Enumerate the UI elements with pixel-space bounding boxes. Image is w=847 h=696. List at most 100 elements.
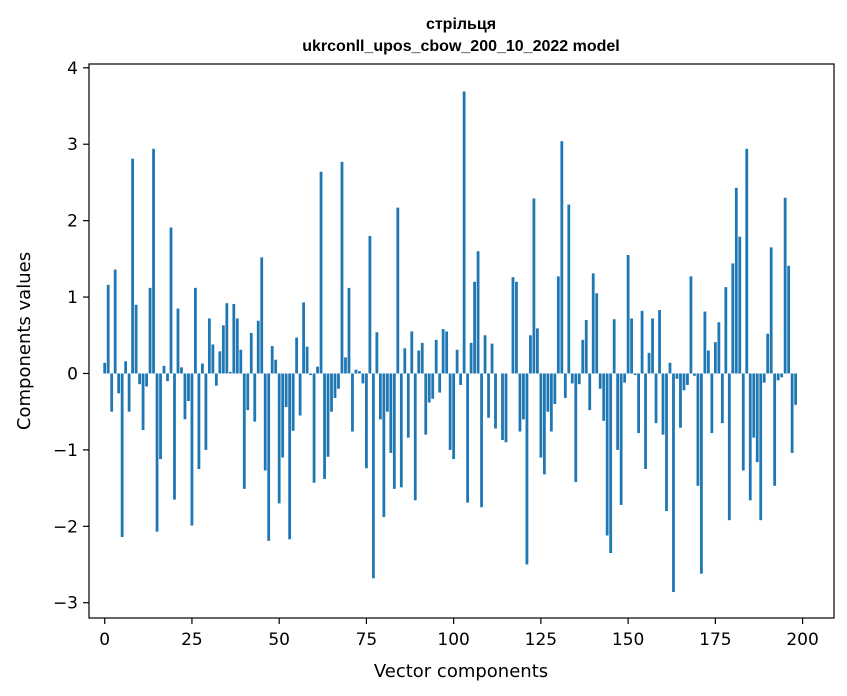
bar-9 (134, 304, 138, 374)
bar-84 (396, 207, 400, 374)
bar-88 (410, 331, 414, 374)
bar-36 (228, 371, 232, 374)
bar-43 (253, 373, 257, 422)
bar-28 (201, 363, 204, 374)
bar-135 (574, 373, 578, 482)
bar-46 (263, 373, 267, 471)
bar-16 (159, 373, 162, 460)
bar-188 (759, 373, 763, 521)
bar-160 (661, 373, 665, 435)
bar-1 (106, 284, 110, 374)
bar-82 (389, 373, 393, 453)
bar-129 (553, 373, 557, 405)
bar-186 (752, 373, 756, 438)
bar-131 (560, 141, 564, 374)
x-tick-label: 150 (612, 630, 644, 650)
bar-67 (337, 373, 340, 389)
y-tick-label: 1 (67, 288, 78, 308)
bar-57 (302, 302, 305, 374)
bar-76 (368, 235, 372, 374)
bar-94 (431, 373, 435, 399)
bar-42 (249, 332, 253, 374)
bar-27 (197, 373, 201, 469)
bar-12 (145, 373, 148, 387)
bar-153 (637, 373, 640, 434)
bar-107 (476, 251, 480, 374)
bar-65 (330, 373, 333, 412)
bar-80 (382, 373, 386, 518)
bar-101 (455, 349, 459, 374)
bar-106 (473, 281, 476, 374)
bar-97 (441, 329, 445, 374)
bar-99 (448, 373, 452, 450)
bar-34 (221, 325, 225, 374)
bar-162 (668, 362, 672, 374)
bar-195 (783, 197, 787, 374)
bar-132 (563, 373, 567, 398)
bar-68 (340, 161, 344, 374)
bar-63 (323, 373, 326, 479)
bar-14 (152, 148, 155, 374)
bar-23 (183, 373, 187, 420)
bar-119 (518, 373, 522, 432)
bar-192 (773, 373, 777, 486)
bar-112 (494, 373, 497, 429)
bar-126 (542, 373, 546, 475)
bar-194 (780, 373, 784, 378)
bar-134 (570, 373, 574, 384)
bar-21 (176, 308, 180, 374)
bar-115 (504, 373, 508, 443)
bar-154 (640, 310, 644, 374)
chart-subtitle: ukrconll_upos_cbow_200_10_2022 model (302, 38, 619, 55)
bar-140 (591, 273, 595, 374)
x-tick-label: 0 (99, 630, 110, 650)
bar-86 (403, 348, 407, 374)
bar-177 (720, 373, 724, 424)
bar-29 (204, 373, 208, 450)
bar-120 (522, 373, 525, 420)
bar-158 (654, 373, 658, 424)
bar-159 (658, 310, 661, 374)
bar-54 (291, 373, 295, 431)
bar-148 (619, 373, 623, 505)
y-tick-label: 4 (67, 59, 78, 79)
bar-64 (326, 373, 330, 457)
bar-91 (420, 342, 424, 374)
bar-92 (424, 373, 428, 435)
bar-47 (267, 373, 271, 541)
bar-152 (633, 373, 637, 376)
x-tick-label: 175 (699, 630, 731, 650)
bar-189 (762, 373, 766, 383)
bar-198 (794, 373, 798, 405)
bar-49 (274, 359, 278, 374)
bar-150 (626, 255, 630, 374)
bar-39 (239, 349, 243, 374)
bar-187 (755, 373, 759, 463)
bar-53 (288, 373, 292, 540)
bar-2 (110, 373, 114, 412)
bar-155 (644, 373, 647, 469)
bar-58 (305, 346, 309, 374)
bar-93 (427, 373, 431, 403)
bar-48 (270, 345, 274, 374)
bar-73 (358, 371, 361, 374)
bar-20 (173, 373, 176, 500)
x-tick-label: 100 (437, 630, 469, 650)
bar-111 (490, 343, 494, 374)
bar-168 (689, 276, 693, 374)
bar-138 (584, 319, 588, 374)
bar-173 (706, 350, 710, 374)
y-tick-label: −2 (53, 517, 78, 537)
bar-41 (246, 373, 250, 411)
bar-146 (612, 319, 616, 374)
bar-164 (675, 373, 679, 379)
bar-77 (372, 373, 375, 579)
bar-156 (647, 352, 651, 374)
bar-5 (120, 373, 124, 538)
bar-31 (211, 344, 215, 374)
bar-17 (162, 365, 166, 374)
bar-62 (319, 171, 323, 374)
bar-75 (365, 373, 368, 469)
